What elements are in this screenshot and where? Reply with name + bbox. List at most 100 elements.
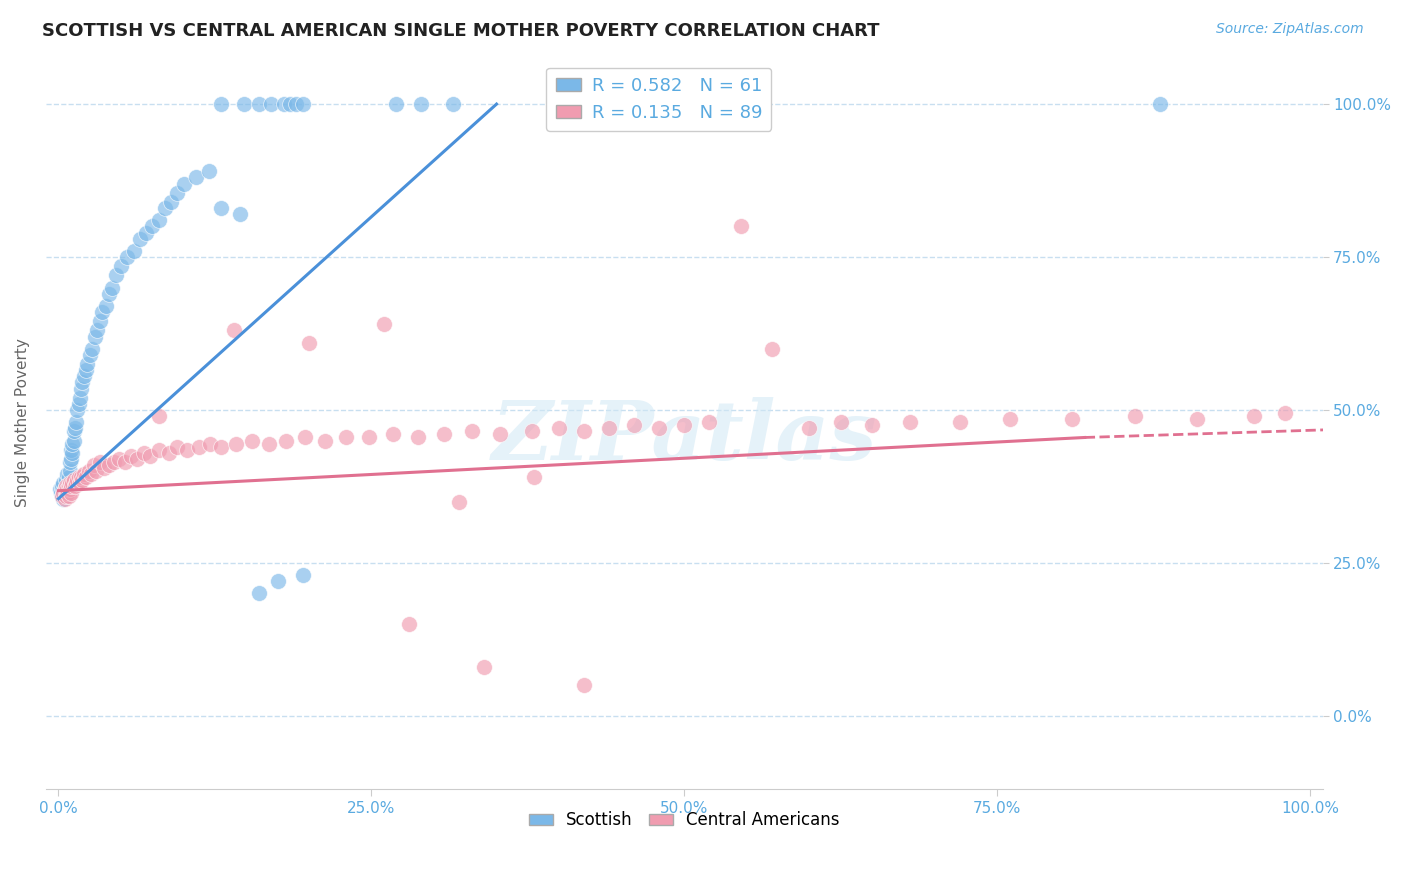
- Point: [242, 434, 264, 448]
- Point: [77, 464, 100, 478]
- Point: [89, 455, 111, 469]
- Point: [51, 479, 73, 493]
- Point: [72, 369, 94, 384]
- Point: [623, 418, 645, 433]
- Point: [166, 440, 188, 454]
- Point: [52, 491, 75, 506]
- Point: [60, 451, 83, 466]
- Point: [209, 97, 232, 112]
- Point: [229, 207, 252, 221]
- Point: [55, 489, 77, 503]
- Text: Source: ZipAtlas.com: Source: ZipAtlas.com: [1216, 22, 1364, 37]
- Point: [572, 425, 595, 439]
- Point: [84, 464, 107, 478]
- Point: [222, 323, 245, 337]
- Point: [357, 430, 380, 444]
- Point: [114, 455, 136, 469]
- Point: [91, 305, 114, 319]
- Point: [62, 425, 84, 439]
- Point: [1187, 412, 1209, 426]
- Point: [523, 470, 546, 484]
- Point: [385, 97, 408, 112]
- Point: [67, 470, 90, 484]
- Point: [187, 440, 209, 454]
- Point: [110, 259, 132, 273]
- Point: [1123, 409, 1146, 423]
- Point: [447, 494, 470, 508]
- Point: [67, 397, 90, 411]
- Point: [103, 455, 125, 469]
- Point: [548, 421, 571, 435]
- Point: [148, 409, 170, 423]
- Point: [411, 97, 433, 112]
- Point: [62, 434, 84, 448]
- Point: [898, 415, 921, 429]
- Point: [52, 485, 75, 500]
- Point: [135, 226, 157, 240]
- Point: [1274, 406, 1296, 420]
- Point: [160, 194, 183, 209]
- Point: [97, 286, 120, 301]
- Point: [139, 449, 162, 463]
- Point: [107, 451, 129, 466]
- Point: [520, 425, 543, 439]
- Point: [72, 473, 94, 487]
- Point: [381, 427, 404, 442]
- Point: [69, 391, 91, 405]
- Point: [648, 421, 671, 435]
- Point: [128, 232, 150, 246]
- Point: [117, 250, 139, 264]
- Point: [799, 421, 821, 435]
- Point: [51, 489, 73, 503]
- Point: [148, 213, 170, 227]
- Point: [120, 449, 142, 463]
- Point: [70, 470, 93, 484]
- Point: [55, 479, 77, 493]
- Point: [52, 476, 75, 491]
- Point: [247, 586, 270, 600]
- Point: [51, 489, 73, 503]
- Point: [76, 357, 98, 371]
- Point: [79, 348, 101, 362]
- Point: [761, 342, 783, 356]
- Point: [101, 280, 124, 294]
- Point: [247, 97, 270, 112]
- Point: [69, 476, 91, 491]
- Point: [141, 219, 163, 234]
- Point: [225, 436, 247, 450]
- Point: [60, 446, 83, 460]
- Point: [291, 97, 314, 112]
- Point: [65, 476, 87, 491]
- Point: [93, 461, 115, 475]
- Point: [441, 97, 464, 112]
- Point: [63, 479, 86, 493]
- Point: [1062, 412, 1084, 426]
- Point: [56, 485, 79, 500]
- Point: [460, 425, 482, 439]
- Point: [572, 678, 595, 692]
- Point: [730, 219, 752, 234]
- Point: [209, 201, 232, 215]
- Point: [66, 403, 89, 417]
- Point: [97, 458, 120, 472]
- Point: [75, 363, 97, 377]
- Point: [153, 201, 176, 215]
- Point: [285, 97, 308, 112]
- Point: [127, 451, 149, 466]
- Point: [49, 485, 72, 500]
- Point: [278, 97, 301, 112]
- Point: [62, 473, 84, 487]
- Point: [198, 436, 221, 450]
- Point: [55, 473, 77, 487]
- Point: [59, 476, 82, 491]
- Point: [298, 335, 321, 350]
- Point: [197, 164, 219, 178]
- Point: [406, 430, 429, 444]
- Point: [148, 442, 170, 457]
- Point: [60, 476, 83, 491]
- Point: [53, 483, 76, 497]
- Point: [260, 97, 283, 112]
- Point: [273, 97, 295, 112]
- Point: [433, 427, 456, 442]
- Point: [291, 568, 314, 582]
